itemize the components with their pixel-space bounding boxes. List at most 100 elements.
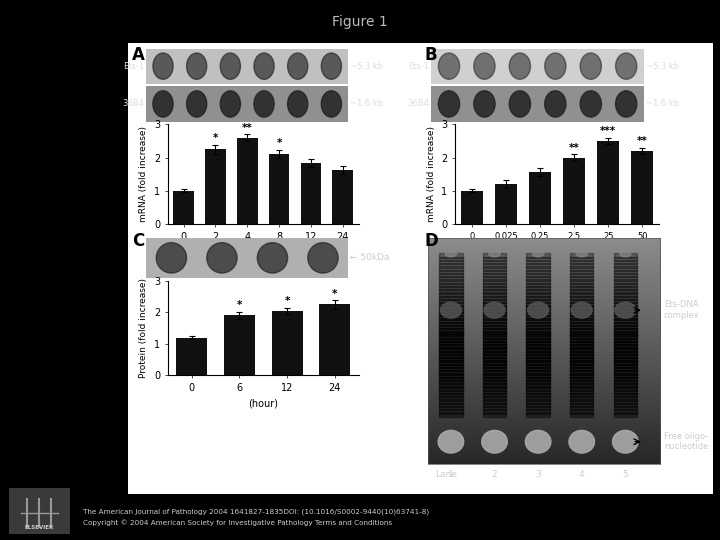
- X-axis label: (ng/ml): (ng/ml): [539, 246, 575, 256]
- Bar: [570, 347, 593, 352]
- Bar: [526, 402, 550, 407]
- Bar: [495, 184, 517, 224]
- Bar: [570, 360, 593, 365]
- Text: 1: 1: [448, 470, 454, 479]
- Bar: [526, 367, 550, 372]
- Ellipse shape: [445, 250, 456, 257]
- Bar: [483, 393, 506, 397]
- Bar: [526, 282, 550, 287]
- Ellipse shape: [613, 430, 638, 453]
- Bar: [483, 305, 506, 310]
- Bar: [570, 315, 593, 320]
- Bar: [613, 308, 637, 313]
- Bar: [439, 350, 462, 355]
- Bar: [613, 386, 637, 391]
- Ellipse shape: [287, 91, 308, 117]
- Bar: [526, 393, 550, 397]
- Bar: [529, 172, 552, 224]
- Text: ~1.6 kb: ~1.6 kb: [350, 99, 383, 109]
- Bar: [613, 376, 637, 381]
- Bar: [613, 299, 637, 303]
- Bar: [570, 344, 593, 349]
- Bar: [483, 292, 506, 297]
- Bar: [570, 321, 593, 326]
- Text: 2: 2: [492, 470, 498, 479]
- Ellipse shape: [254, 91, 274, 117]
- Bar: [613, 295, 637, 300]
- Ellipse shape: [287, 53, 308, 79]
- Ellipse shape: [153, 53, 173, 79]
- Ellipse shape: [438, 430, 464, 453]
- Bar: [483, 299, 506, 303]
- Bar: [613, 279, 637, 284]
- Bar: [613, 286, 637, 291]
- Bar: [483, 325, 506, 329]
- Bar: [439, 409, 462, 414]
- Bar: [613, 266, 637, 271]
- Ellipse shape: [484, 302, 505, 318]
- Bar: [526, 279, 550, 284]
- Bar: [570, 266, 593, 271]
- Text: ~5.3 kb: ~5.3 kb: [646, 62, 679, 71]
- Bar: [613, 253, 637, 258]
- Ellipse shape: [489, 250, 500, 257]
- Bar: [483, 318, 506, 323]
- Text: Ets-1: Ets-1: [123, 62, 144, 71]
- Text: *: *: [276, 138, 282, 148]
- Bar: [483, 263, 506, 268]
- Bar: [439, 286, 462, 291]
- Bar: [570, 396, 593, 401]
- Bar: [439, 256, 462, 261]
- Bar: [526, 389, 550, 394]
- Bar: [526, 256, 550, 261]
- Bar: [483, 256, 506, 261]
- Bar: [613, 315, 637, 320]
- Bar: [526, 253, 550, 258]
- Bar: [526, 399, 550, 404]
- Bar: [613, 357, 637, 362]
- Ellipse shape: [509, 53, 531, 79]
- Text: **: **: [636, 136, 647, 146]
- Bar: [613, 263, 637, 268]
- Ellipse shape: [616, 53, 637, 79]
- Text: ~1.6 kb: ~1.6 kb: [646, 99, 679, 109]
- Bar: [613, 302, 637, 307]
- Bar: [526, 302, 550, 307]
- Bar: [439, 253, 462, 258]
- Ellipse shape: [220, 53, 240, 79]
- Bar: [613, 341, 637, 346]
- Bar: [483, 338, 506, 342]
- Bar: [613, 334, 637, 339]
- Bar: [526, 292, 550, 297]
- Bar: [526, 338, 550, 342]
- Bar: [483, 380, 506, 384]
- Bar: [526, 344, 550, 349]
- Bar: [439, 273, 462, 278]
- Ellipse shape: [545, 91, 566, 117]
- Ellipse shape: [580, 53, 601, 79]
- Bar: [439, 393, 462, 397]
- Bar: [526, 308, 550, 313]
- Bar: [570, 409, 593, 414]
- X-axis label: (hour): (hour): [248, 247, 278, 257]
- Bar: [563, 158, 585, 224]
- Bar: [526, 318, 550, 323]
- Bar: [526, 370, 550, 375]
- Ellipse shape: [220, 91, 240, 117]
- Bar: [483, 350, 506, 355]
- Bar: [483, 289, 506, 294]
- Text: C: C: [132, 232, 144, 250]
- Bar: [483, 376, 506, 381]
- Bar: [613, 380, 637, 384]
- Text: 36B4: 36B4: [408, 99, 429, 109]
- Bar: [526, 350, 550, 355]
- Bar: [526, 412, 550, 417]
- Bar: [613, 373, 637, 378]
- Text: 5: 5: [622, 470, 628, 479]
- Bar: [439, 363, 462, 368]
- Bar: [613, 328, 637, 333]
- Text: D: D: [424, 232, 438, 250]
- Bar: [570, 383, 593, 388]
- Bar: [570, 412, 593, 417]
- Bar: [439, 376, 462, 381]
